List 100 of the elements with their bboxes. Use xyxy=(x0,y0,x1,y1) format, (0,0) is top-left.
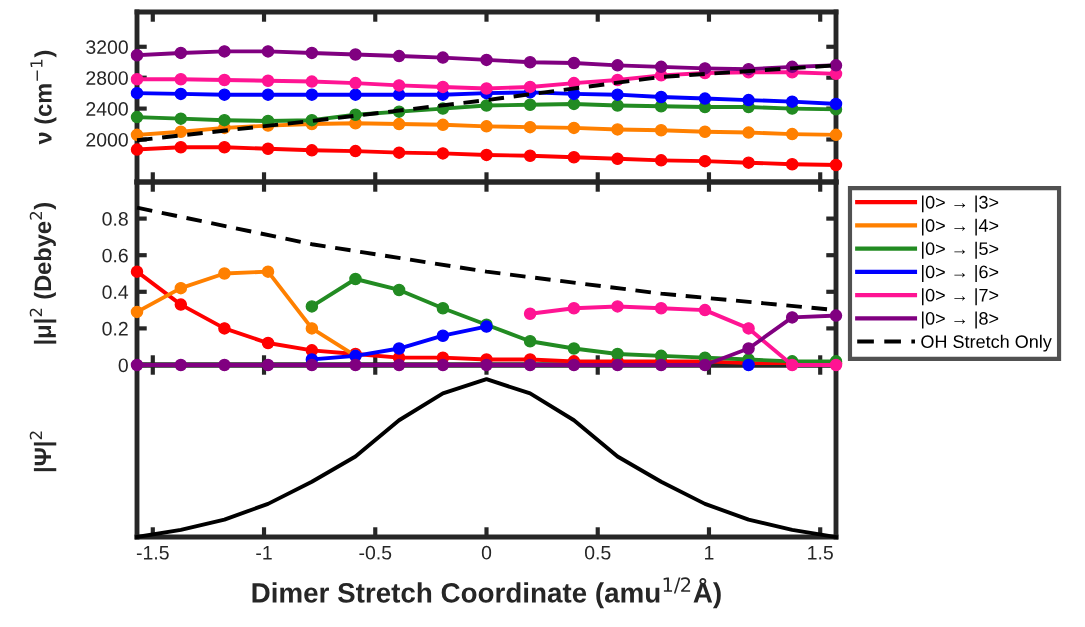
point xyxy=(436,118,450,132)
point xyxy=(523,80,537,94)
legend-label: OH Stretch Only xyxy=(921,334,1052,352)
y-axis-title: |μ|$^{2}$ (Debye$^{2}$) xyxy=(29,202,57,344)
point xyxy=(611,300,624,313)
point xyxy=(611,59,624,72)
point xyxy=(305,358,319,372)
x-tick-label: 0 xyxy=(481,545,492,560)
point xyxy=(654,90,668,104)
point xyxy=(567,121,581,135)
point xyxy=(698,358,712,372)
point xyxy=(130,72,144,86)
y-tick-label: 2400 xyxy=(86,102,128,116)
point xyxy=(611,123,624,136)
point xyxy=(436,80,450,94)
point xyxy=(742,322,755,335)
point xyxy=(130,110,144,124)
point xyxy=(130,143,144,156)
point xyxy=(567,56,581,70)
point xyxy=(523,120,537,134)
point xyxy=(829,59,843,72)
point xyxy=(567,302,581,315)
point xyxy=(654,60,668,74)
point xyxy=(611,88,624,101)
point xyxy=(218,113,231,127)
point xyxy=(829,158,843,172)
point xyxy=(611,347,624,361)
point xyxy=(218,45,231,58)
point xyxy=(523,149,537,162)
point xyxy=(567,151,581,164)
point xyxy=(392,358,406,372)
x-tick-label: -0.5 xyxy=(359,545,392,560)
x-tick-label: -1.5 xyxy=(136,546,169,560)
point xyxy=(174,112,188,125)
point xyxy=(174,87,188,101)
point xyxy=(480,148,493,162)
legend-label: |0> → |7> xyxy=(922,288,999,306)
point xyxy=(436,147,450,160)
point xyxy=(261,265,275,278)
x-axis-title: Dimer Stretch Coordinate (amu$^{1/2}$Å) xyxy=(252,577,721,609)
point xyxy=(392,146,406,159)
point xyxy=(523,334,537,348)
point xyxy=(261,358,275,372)
point xyxy=(218,140,231,154)
point xyxy=(436,302,450,315)
point xyxy=(698,125,712,139)
y-axis-title: |Ψ|$^{2}$ xyxy=(29,431,57,472)
point xyxy=(436,329,450,342)
point xyxy=(785,95,799,108)
point xyxy=(218,88,231,101)
point xyxy=(261,45,275,58)
point xyxy=(261,74,275,88)
point xyxy=(480,358,493,372)
point xyxy=(480,120,493,133)
point xyxy=(829,128,843,142)
point xyxy=(567,342,581,355)
point xyxy=(654,123,668,137)
point xyxy=(698,303,712,317)
point xyxy=(349,144,362,158)
point xyxy=(174,125,188,139)
y-tick-label: 0.8 xyxy=(102,212,128,226)
point xyxy=(480,99,493,112)
point xyxy=(567,358,581,372)
point xyxy=(349,48,362,61)
point xyxy=(174,281,188,295)
x-tick-label: 1 xyxy=(705,546,714,560)
point xyxy=(392,117,406,131)
point xyxy=(305,75,319,88)
point xyxy=(392,79,406,92)
point xyxy=(218,358,231,372)
point xyxy=(392,283,406,297)
x-tick-label: -1 xyxy=(256,546,272,560)
y-tick-label: 0.6 xyxy=(102,248,128,263)
x-tick-label: 0.5 xyxy=(584,545,611,560)
point xyxy=(261,336,275,350)
point xyxy=(742,156,755,169)
point xyxy=(436,51,450,64)
point xyxy=(742,93,755,107)
point xyxy=(174,298,188,311)
point xyxy=(611,358,624,372)
point xyxy=(130,265,144,278)
point xyxy=(742,126,755,139)
point xyxy=(349,358,362,372)
point xyxy=(742,342,755,355)
point xyxy=(130,49,144,62)
y-axis-title: ν (cm$^{−1}$) xyxy=(30,50,57,145)
point xyxy=(523,307,537,321)
point xyxy=(305,88,319,101)
point xyxy=(698,154,712,168)
point xyxy=(130,358,144,372)
y-tick-label: 2000 xyxy=(86,132,128,147)
point xyxy=(349,76,362,90)
point xyxy=(349,272,362,286)
point xyxy=(785,311,799,324)
point xyxy=(698,62,712,75)
point xyxy=(829,97,843,111)
point xyxy=(305,322,319,335)
point xyxy=(654,154,668,167)
point xyxy=(392,49,406,63)
point xyxy=(785,127,799,141)
